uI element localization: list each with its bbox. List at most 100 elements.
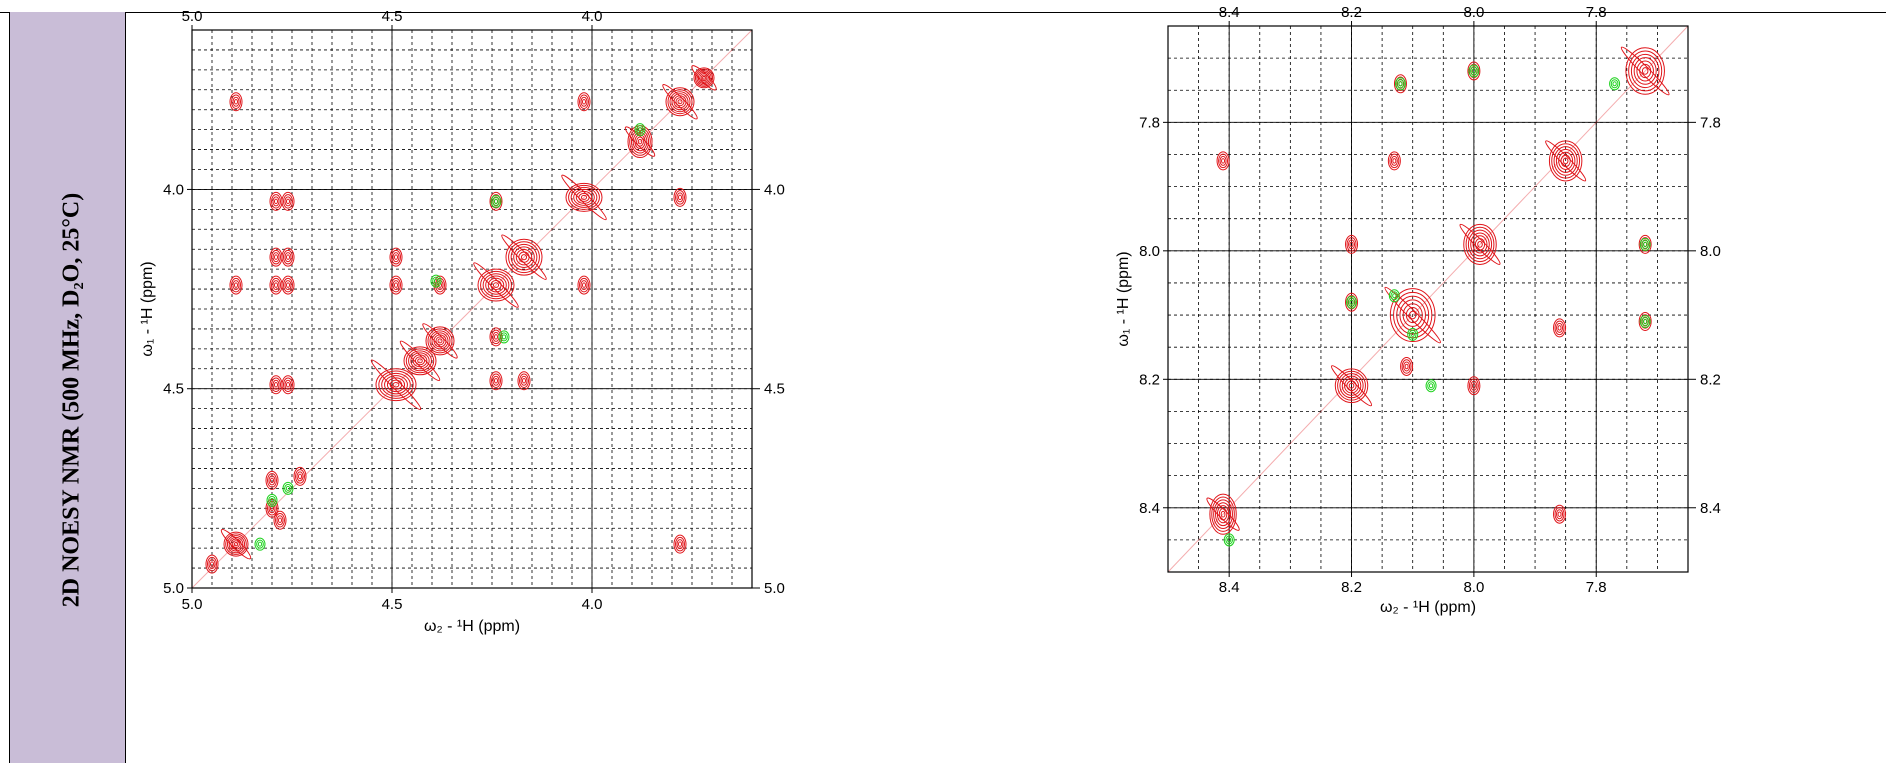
cross-peak-positive-contour — [284, 196, 292, 207]
x-tick-label-bottom: 7.8 — [1586, 579, 1607, 596]
cross-peak-negative-contour — [269, 497, 275, 503]
cross-peak-negative-contour — [256, 539, 264, 549]
cross-peak-positive — [1553, 318, 1567, 338]
cross-peak-positive — [265, 470, 279, 490]
cross-peak-positive-contour — [579, 94, 589, 109]
cross-peak-positive-contour — [1556, 509, 1564, 520]
diagonal-peak-contour — [1558, 151, 1574, 170]
diagonal-peak-contour — [375, 368, 417, 402]
cross-peak-positive — [1467, 376, 1481, 396]
diagonal-peak-contour — [1636, 60, 1654, 82]
cross-peak-negative-contour — [1225, 535, 1234, 545]
cross-peak-positive-contour — [1470, 380, 1478, 391]
cross-peak-positive-contour — [274, 198, 278, 205]
diagonal-streak-contour — [1459, 223, 1501, 265]
cross-peak-positive — [281, 191, 295, 211]
diagonal-streak — [624, 126, 656, 157]
cross-peak-positive — [269, 191, 283, 211]
cross-peak-positive-contour — [489, 371, 503, 391]
x-axis-title: ω₂ - ¹H (ppm) — [1380, 599, 1476, 616]
diagonal-streak-contour — [501, 234, 547, 280]
cross-peak-positive — [205, 554, 219, 574]
cross-peak-positive-contour — [1638, 234, 1652, 254]
diagonal-streak-contour — [399, 340, 441, 382]
diagonal-peak-contour — [405, 348, 435, 374]
diagonal-peak-contour — [1346, 380, 1357, 392]
diagonal-streak — [473, 262, 519, 308]
y-tick-label-right: 4.5 — [764, 381, 785, 398]
diagonal-peak-contour — [1477, 241, 1483, 248]
diagonal-peak-contour — [1553, 146, 1578, 176]
cross-peak-positive — [229, 275, 243, 295]
diagonal-peak-contour — [392, 381, 400, 388]
diagonal-streak — [422, 323, 458, 359]
cross-peak-positive-contour — [286, 381, 290, 388]
diagonal-peak-contour — [1344, 377, 1359, 394]
y-tick-label-left: 8.4 — [1139, 500, 1160, 517]
cross-peak-positive — [1387, 151, 1401, 171]
cross-peak-positive-contour — [267, 473, 277, 488]
diagonal-peak — [1334, 368, 1369, 404]
cross-peak-negative-contour — [637, 127, 643, 133]
cross-peak-positive-contour — [271, 377, 281, 392]
spectrum-label: 2D NOESY NMR (500 MHz, D₂O, 25°C) — [58, 192, 85, 608]
diagonal-streak — [1384, 286, 1441, 344]
cross-peak-positive-contour — [272, 280, 280, 291]
diagonal-peak-contour — [414, 356, 426, 366]
x-tick-label-bottom: 8.2 — [1341, 579, 1362, 596]
diagonal-peak-contour — [1334, 368, 1369, 404]
diagonal-peak-contour — [1467, 229, 1493, 260]
diagonal-peak-contour — [694, 68, 714, 87]
diagonal-peak-contour — [427, 328, 453, 354]
cross-peak-positive-contour — [272, 252, 280, 263]
diagonal-peak-contour — [669, 91, 691, 113]
cross-peak-negative — [254, 537, 266, 551]
diagonal-peak-contour — [671, 93, 689, 111]
diagonal-peak — [1389, 288, 1436, 343]
cross-peak-positive-contour — [284, 252, 292, 263]
diagonal-streak-contour — [1206, 497, 1240, 531]
cross-peak-positive — [273, 510, 287, 530]
cross-peak-positive-contour — [281, 247, 295, 267]
cross-peak-positive-contour — [265, 470, 279, 490]
cross-peak-positive — [281, 375, 295, 395]
cross-peak-negative-contour — [634, 123, 646, 137]
diagonal-peak-contour — [675, 97, 685, 107]
diagonal-peak-contour — [1641, 67, 1649, 75]
y-tick-label-right: 4.0 — [764, 181, 785, 198]
cross-peak-negative-contour — [430, 274, 442, 288]
cross-peak-negative-contour — [1641, 239, 1650, 249]
table-border-top — [0, 12, 1886, 13]
cross-peak-negative-contour — [1643, 318, 1648, 324]
cross-peak-positive-contour — [494, 377, 498, 384]
cross-peak-negative — [1425, 379, 1437, 393]
diagonal-streak — [1459, 223, 1501, 265]
cross-peak-positive-contour — [678, 194, 682, 201]
cross-peak-negative-contour — [1390, 291, 1399, 301]
diagonal-peak — [403, 346, 437, 376]
plot-frame — [1167, 25, 1689, 573]
cross-peak-negative — [1223, 533, 1235, 547]
cross-peak-positive-contour — [1219, 155, 1227, 166]
y-tick-label-left: 4.5 — [163, 381, 184, 398]
cross-peak-positive-contour — [234, 282, 238, 288]
cross-peak-positive-contour — [394, 282, 398, 288]
diagonal-peak-contour — [1396, 295, 1430, 335]
cross-peak-positive-contour — [207, 556, 217, 572]
cross-peak-negative-contour — [1392, 293, 1397, 299]
x-tick-label-top: 7.8 — [1586, 4, 1607, 21]
cross-peak-positive-contour — [281, 375, 295, 395]
diagonal-peak-contour — [665, 87, 695, 117]
cross-peak-positive-contour — [1216, 151, 1230, 171]
cross-peak-positive-contour — [273, 510, 287, 530]
cross-peak-positive-contour — [272, 379, 280, 390]
diagonal-peak-contour — [1630, 53, 1660, 89]
diagonal-peak-contour — [410, 352, 430, 370]
diagonal-streak — [1620, 46, 1670, 96]
diagonal-peak-contour — [492, 282, 500, 288]
cross-peak-negative-contour — [1639, 314, 1651, 328]
noesy-plot-aromatic: 8.4 8.4 8.2 8.2 8.0 8.0 7.8 7.8 7.8 8.0 8.2 8.4 7.8 8… — [1115, 4, 1721, 616]
cross-peak-positive-contour — [210, 561, 214, 567]
cross-peak-positive-contour — [492, 375, 500, 386]
cross-peak-positive-contour — [492, 331, 500, 342]
